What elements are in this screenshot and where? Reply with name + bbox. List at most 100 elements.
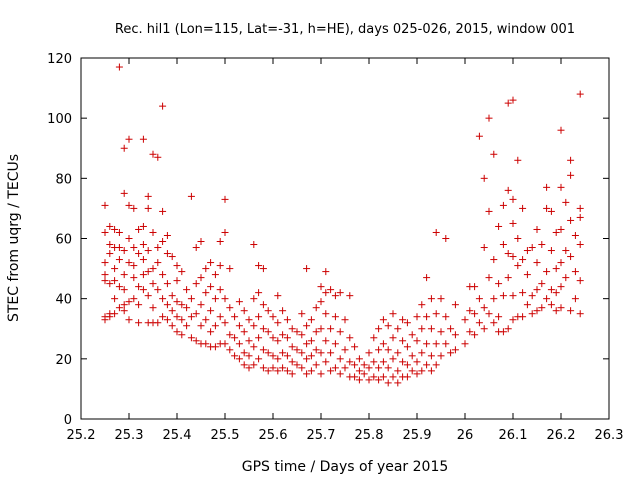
- data-point: [317, 370, 325, 378]
- data-point: [408, 367, 416, 375]
- data-point: [322, 310, 330, 318]
- data-point: [504, 325, 512, 333]
- data-point: [101, 259, 109, 267]
- data-point: [490, 150, 498, 158]
- data-point: [432, 361, 440, 369]
- data-point: [202, 265, 210, 273]
- data-point: [144, 247, 152, 255]
- data-point: [120, 144, 128, 152]
- data-point: [475, 295, 483, 303]
- data-point: [533, 259, 541, 267]
- data-point: [437, 295, 445, 303]
- data-point: [432, 340, 440, 348]
- data-point: [562, 198, 570, 206]
- data-point: [163, 280, 171, 288]
- data-point: [159, 238, 167, 246]
- data-point: [139, 241, 147, 249]
- data-point: [509, 195, 517, 203]
- data-point: [528, 244, 536, 252]
- data-point: [125, 298, 133, 306]
- data-point: [168, 292, 176, 300]
- data-point: [235, 340, 243, 348]
- data-point: [490, 256, 498, 264]
- data-point: [120, 301, 128, 309]
- data-point: [173, 328, 181, 336]
- data-point: [144, 268, 152, 276]
- data-point: [509, 316, 517, 324]
- data-point: [183, 304, 191, 312]
- data-point: [480, 304, 488, 312]
- data-point: [207, 328, 215, 336]
- data-point: [523, 301, 531, 309]
- data-point: [418, 325, 426, 333]
- data-point: [547, 207, 555, 215]
- data-point: [293, 328, 301, 336]
- data-point: [202, 316, 210, 324]
- data-point: [514, 156, 522, 164]
- data-point: [106, 222, 114, 230]
- x-tick-label: 25.9: [403, 428, 432, 443]
- data-point: [279, 331, 287, 339]
- data-point: [312, 361, 320, 369]
- data-point: [509, 96, 517, 104]
- data-point: [125, 201, 133, 209]
- data-point: [235, 322, 243, 330]
- data-point: [355, 367, 363, 375]
- data-point: [303, 322, 311, 330]
- data-point: [183, 322, 191, 330]
- data-point: [293, 361, 301, 369]
- y-tick-label: 0: [64, 413, 72, 428]
- data-point: [576, 277, 584, 285]
- data-point: [283, 367, 291, 375]
- data-point: [154, 244, 162, 252]
- data-point: [178, 268, 186, 276]
- data-point: [423, 361, 431, 369]
- data-point: [351, 343, 359, 351]
- data-point: [211, 295, 219, 303]
- data-point: [437, 352, 445, 360]
- data-point: [264, 367, 272, 375]
- data-point: [159, 295, 167, 303]
- data-point: [538, 304, 546, 312]
- data-point: [413, 358, 421, 366]
- data-point: [394, 367, 402, 375]
- data-point: [115, 304, 123, 312]
- data-point: [408, 352, 416, 360]
- data-point: [514, 262, 522, 270]
- data-point: [519, 313, 527, 321]
- data-point: [125, 135, 133, 143]
- data-point: [336, 289, 344, 297]
- data-point: [178, 301, 186, 309]
- data-point: [480, 244, 488, 252]
- data-point: [394, 379, 402, 387]
- data-point: [427, 352, 435, 360]
- data-point: [480, 325, 488, 333]
- data-point: [240, 361, 248, 369]
- data-point: [226, 331, 234, 339]
- data-point: [245, 364, 253, 372]
- data-point: [163, 250, 171, 258]
- data-point: [576, 204, 584, 212]
- data-point: [576, 213, 584, 221]
- data-point: [384, 364, 392, 372]
- y-tick-label: 80: [55, 172, 72, 187]
- data-point: [221, 295, 229, 303]
- data-point: [351, 373, 359, 381]
- data-point: [538, 241, 546, 249]
- data-point: [154, 259, 162, 267]
- data-point: [389, 373, 397, 381]
- data-point: [413, 337, 421, 345]
- data-point: [327, 367, 335, 375]
- data-point: [139, 286, 147, 294]
- data-point: [552, 289, 560, 297]
- data-point: [331, 364, 339, 372]
- data-point: [341, 346, 349, 354]
- data-point: [173, 277, 181, 285]
- data-point: [274, 367, 282, 375]
- data-point: [250, 241, 258, 249]
- data-point: [144, 192, 152, 200]
- x-axis-title: GPS time / Days of year 2015: [242, 459, 449, 475]
- data-point: [538, 280, 546, 288]
- data-point: [226, 265, 234, 273]
